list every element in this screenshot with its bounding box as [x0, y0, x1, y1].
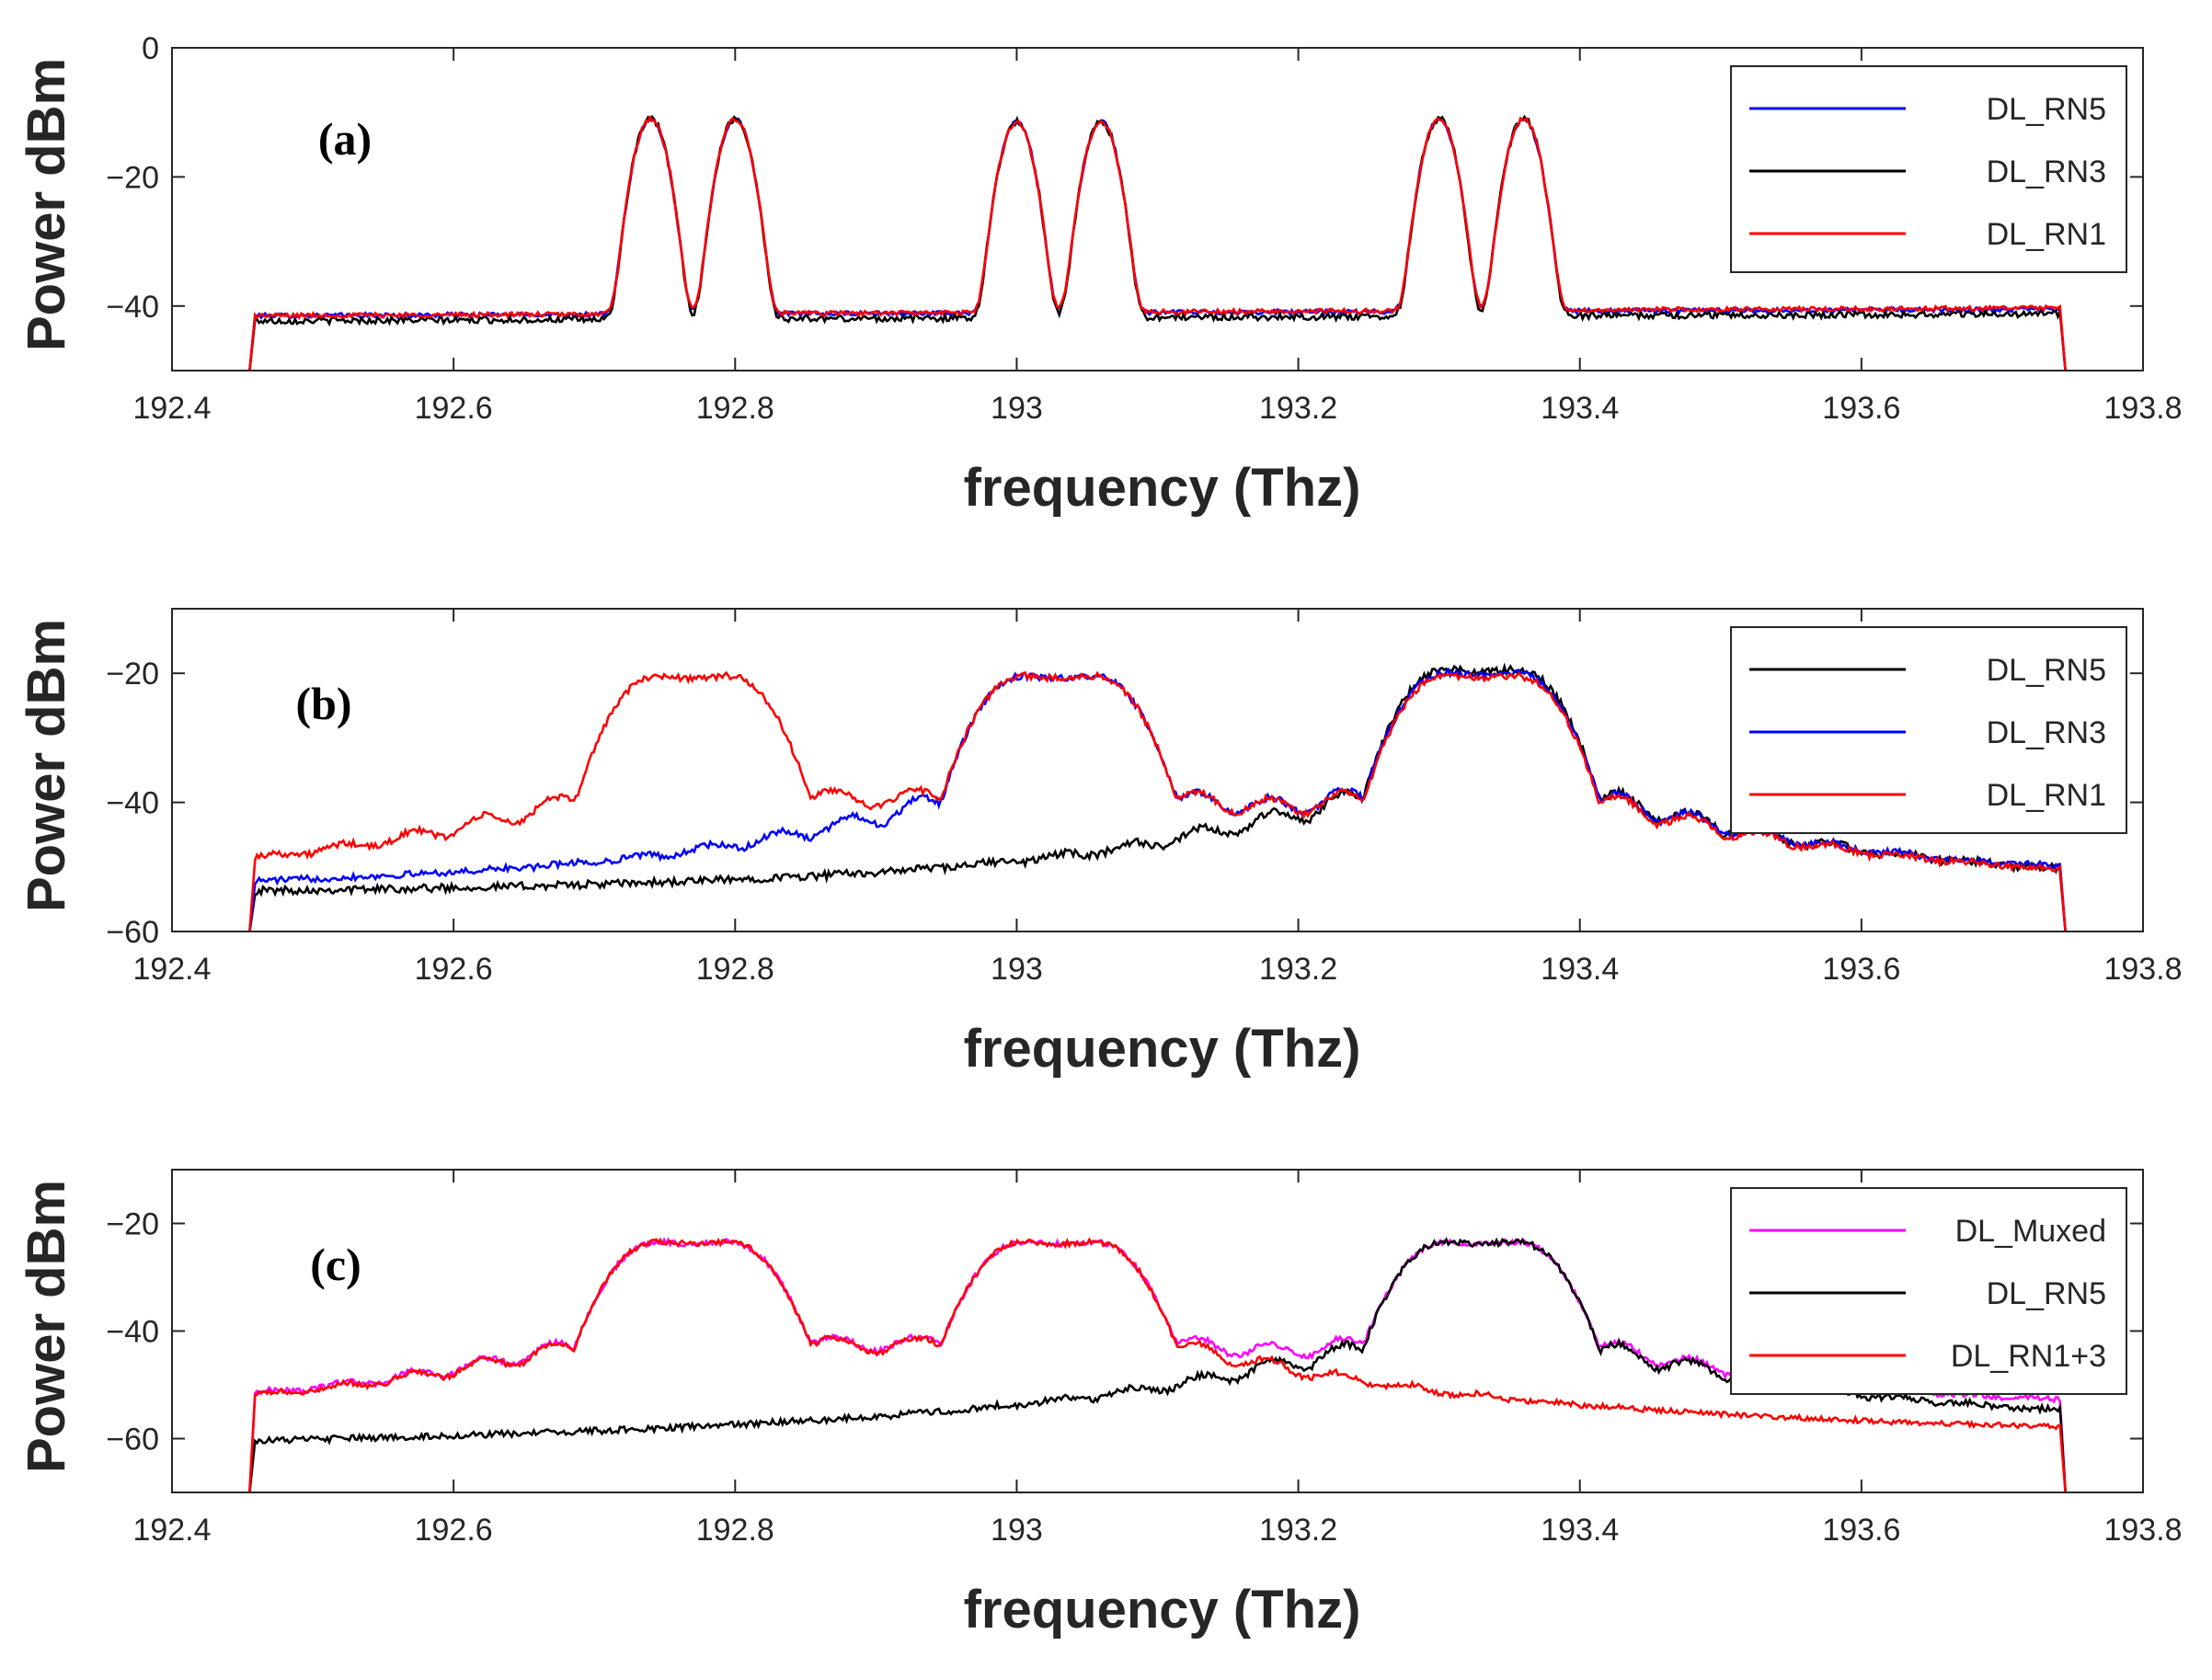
y-axis-label: Power dBm: [17, 58, 76, 351]
x-tick-label: 193.6: [1822, 391, 1900, 426]
y-tick-label: −40: [106, 786, 159, 821]
x-axis-label: frequency (Thz): [964, 1580, 1361, 1640]
panel-label: (b): [295, 678, 351, 729]
x-tick-label: 193.2: [1259, 1513, 1337, 1548]
y-tick-label: −40: [106, 1315, 159, 1350]
x-tick-label: 192.8: [696, 1513, 774, 1548]
legend: DL_RN5 DL_RN3 DL_RN1: [1730, 626, 2127, 834]
x-axis-label: frequency (Thz): [964, 458, 1361, 518]
chart-panel-3: 192.4 192.6 192.8 193 193.2 193.4 193.6 193.8 −2…: [17, 1169, 2183, 1640]
x-tick-label: 192.8: [696, 952, 774, 987]
legend-entry-label: DL_RN3: [1987, 715, 2106, 750]
legend: DL_RN5 DL_RN3 DL_RN1: [1730, 65, 2127, 273]
x-tick-label: 193: [991, 952, 1043, 987]
y-tick-label: 0: [142, 31, 159, 66]
series-line-dl-rn3: [248, 114, 2067, 371]
plot-area-frame: [171, 47, 2144, 371]
y-tick-label: −60: [106, 915, 159, 950]
panel-label: (c): [310, 1239, 361, 1290]
y-tick-label: −20: [106, 160, 159, 195]
chart-panel-2: 192.4 192.6 192.8 193 193.2 193.4 193.6 193.8 −2…: [17, 608, 2183, 1079]
legend-entry-label: DL_RN5: [1987, 1276, 2106, 1311]
chart-panel-1: 192.4 192.6 192.8 193 193.2 193.4 193.6 193.8 0 −…: [17, 31, 2183, 518]
x-tick-label: 192.8: [696, 391, 774, 426]
x-tick-label: 193.8: [2103, 1513, 2182, 1548]
x-tick-label: 193.6: [1822, 1513, 1900, 1548]
legend-entry-label: DL_RN3: [1987, 154, 2106, 189]
y-tick-label: −40: [106, 290, 159, 325]
legend-box: [1730, 626, 2127, 834]
y-axis-label: Power dBm: [17, 619, 76, 912]
x-tick-label: 192.6: [415, 952, 493, 987]
legend-box: [1730, 1187, 2127, 1395]
x-tick-label: 192.4: [132, 1513, 211, 1548]
x-tick-label: 193.4: [1541, 952, 1619, 987]
legend: DL_Muxed DL_RN5 DL_RN1+3: [1730, 1187, 2127, 1395]
x-tick-label: 192.6: [415, 1513, 493, 1548]
x-tick-label: 193.2: [1259, 952, 1337, 987]
x-tick-label: 192.4: [132, 952, 211, 987]
legend-box: [1730, 65, 2127, 273]
legend-entry-label: DL_RN1+3: [1951, 1339, 2106, 1374]
series-line-dl-rn1-3: [248, 1237, 2067, 1492]
legend-entry-label: DL_RN1: [1987, 778, 2106, 813]
x-tick-label: 193.8: [2103, 391, 2182, 426]
series-line-dl-rn1: [248, 114, 2067, 371]
legend-entry-label: DL_RN5: [1987, 92, 2106, 127]
x-tick-label: 193.4: [1541, 1513, 1619, 1548]
panel-label: (a): [318, 113, 372, 165]
x-tick-label: 192.6: [415, 391, 493, 426]
y-tick-label: −20: [106, 1207, 159, 1242]
y-axis-label: Power dBm: [17, 1180, 76, 1473]
x-tick-label: 193: [991, 391, 1043, 426]
x-tick-label: 193.8: [2103, 952, 2182, 987]
y-tick-label: −20: [106, 657, 159, 691]
plot-area-frame: [171, 608, 2144, 932]
x-tick-label: 193: [991, 1513, 1043, 1548]
x-tick-label: 193.6: [1822, 952, 1900, 987]
x-tick-label: 192.4: [132, 391, 211, 426]
legend-entry-label: DL_RN5: [1987, 653, 2106, 688]
legend-entry-label: DL_RN1: [1987, 217, 2106, 252]
y-tick-label: −60: [106, 1423, 159, 1457]
x-tick-label: 193.2: [1259, 391, 1337, 426]
x-axis-label: frequency (Thz): [964, 1019, 1361, 1079]
x-tick-label: 193.4: [1541, 391, 1619, 426]
legend-entry-label: DL_Muxed: [1955, 1214, 2106, 1249]
